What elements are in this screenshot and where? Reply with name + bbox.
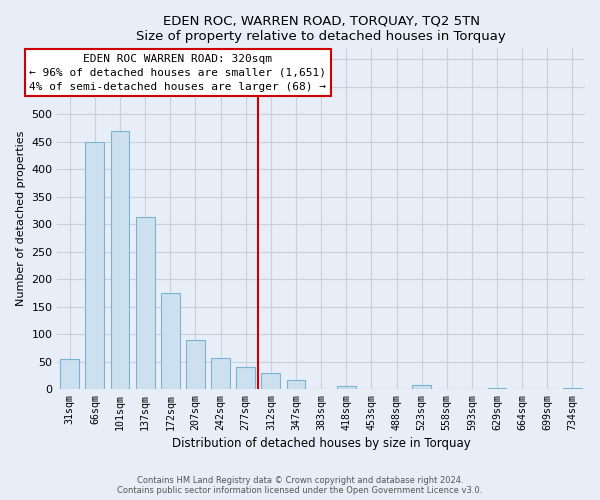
Bar <box>287 380 305 389</box>
Bar <box>85 142 104 389</box>
Y-axis label: Number of detached properties: Number of detached properties <box>16 131 26 306</box>
Bar <box>488 388 506 389</box>
Bar <box>211 358 230 389</box>
Title: EDEN ROC, WARREN ROAD, TORQUAY, TQ2 5TN
Size of property relative to detached ho: EDEN ROC, WARREN ROAD, TORQUAY, TQ2 5TN … <box>136 15 506 43</box>
Text: Contains HM Land Registry data © Crown copyright and database right 2024.
Contai: Contains HM Land Registry data © Crown c… <box>118 476 482 495</box>
Bar <box>362 388 381 389</box>
Bar <box>110 131 130 389</box>
Bar <box>563 388 582 389</box>
Bar <box>337 386 356 389</box>
Bar <box>236 367 255 389</box>
Bar <box>412 385 431 389</box>
Bar <box>186 340 205 389</box>
Bar <box>161 293 180 389</box>
Bar <box>136 217 155 389</box>
Bar <box>61 359 79 389</box>
X-axis label: Distribution of detached houses by size in Torquay: Distribution of detached houses by size … <box>172 437 470 450</box>
Bar <box>262 372 280 389</box>
Text: EDEN ROC WARREN ROAD: 320sqm
← 96% of detached houses are smaller (1,651)
4% of : EDEN ROC WARREN ROAD: 320sqm ← 96% of de… <box>29 54 326 92</box>
